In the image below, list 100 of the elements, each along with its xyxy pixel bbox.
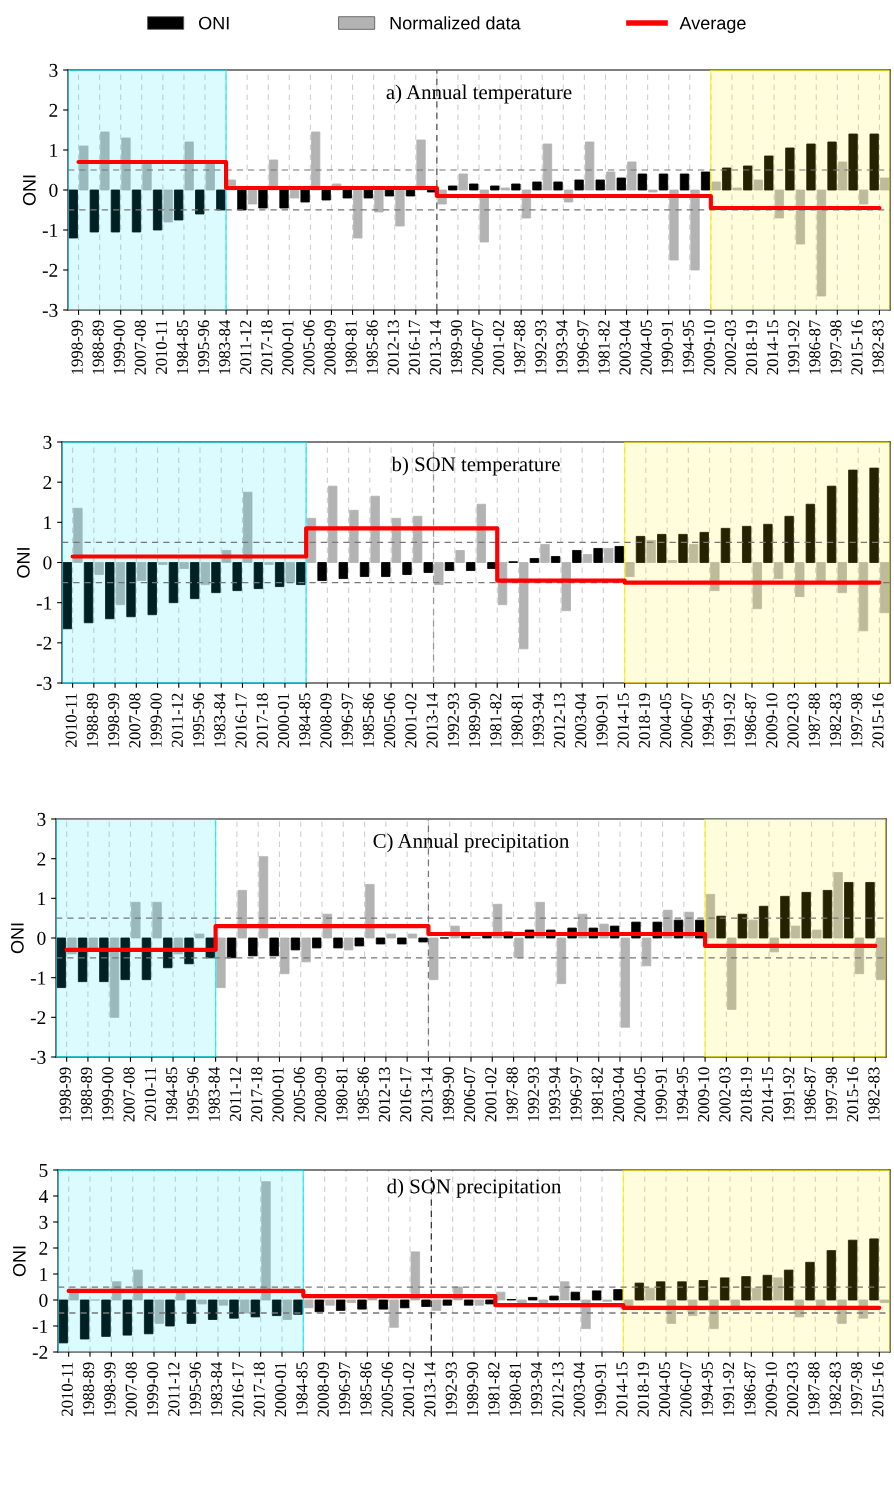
x-tick-label: 2017-18 — [261, 320, 273, 375]
x-tick-label: 2018-19 — [745, 320, 758, 375]
bar — [359, 562, 370, 577]
bar — [122, 1299, 133, 1336]
y-axis-title: ONI — [22, 175, 36, 206]
bar — [264, 562, 274, 565]
bar — [402, 562, 412, 575]
x-tick-label: 2000-01 — [274, 1362, 287, 1417]
x-tick-label: 1988-89 — [82, 1362, 95, 1416]
bar — [314, 1299, 325, 1313]
x-tick-label: 1982-83 — [829, 1362, 841, 1416]
bar — [280, 937, 290, 975]
y-tick-label: 0 — [43, 556, 52, 570]
bar — [773, 562, 784, 579]
y-tick-label: 5 — [39, 1164, 48, 1177]
bar — [549, 1295, 559, 1301]
bar — [73, 507, 83, 563]
bar — [582, 554, 593, 563]
x-tick-label: 1994-95 — [702, 693, 714, 747]
x-tick-label: 1993-94 — [532, 692, 544, 747]
bar — [405, 189, 416, 197]
bar — [101, 1299, 111, 1337]
bar — [559, 1281, 570, 1301]
bar — [822, 889, 833, 939]
x-tick-label: 1987-88 — [808, 1362, 820, 1416]
bar — [109, 937, 120, 1018]
bar — [806, 143, 816, 191]
y-tick-label: 2 — [39, 1241, 48, 1255]
bar — [120, 937, 130, 981]
bar — [859, 189, 869, 205]
bar — [290, 937, 301, 951]
x-tick-label: 1995-96 — [189, 1362, 201, 1416]
x-tick-label: 1988-89 — [92, 320, 104, 374]
bar — [705, 893, 716, 939]
bar — [363, 189, 373, 199]
x-tick-label: 2003-04 — [573, 1361, 585, 1417]
x-tick-label: 1991-92 — [788, 320, 800, 374]
bar — [293, 1299, 303, 1315]
x-tick-label: 1990-91 — [661, 320, 673, 374]
x-tick-label: 2006-07 — [471, 320, 484, 375]
x-tick-label: 2011-12 — [240, 320, 252, 374]
y-tick-label: 3 — [39, 1215, 48, 1229]
x-tick-label: 2009-10 — [703, 320, 716, 375]
bar — [869, 467, 879, 563]
x-tick-label: 1990-91 — [596, 693, 608, 747]
bar — [239, 1299, 250, 1314]
bar — [616, 177, 626, 191]
bar — [538, 1299, 549, 1304]
x-tick-label: 1997-98 — [850, 1362, 863, 1416]
x-tick-label: 2013-14 — [426, 692, 438, 748]
bar — [258, 856, 269, 939]
bar — [200, 562, 210, 586]
y-tick-label: -1 — [36, 596, 52, 610]
bar — [300, 189, 310, 203]
x-tick-label: 2004-05 — [634, 1067, 646, 1122]
bar — [751, 1287, 762, 1301]
bar — [353, 189, 363, 239]
x-tick-label: 2009-10 — [765, 1362, 777, 1417]
y-tick-label: 2 — [43, 476, 52, 489]
bar — [423, 562, 433, 573]
x-tick-label: 2013-14 — [429, 319, 442, 375]
y-tick-label: -1 — [30, 971, 46, 985]
bar — [378, 1299, 389, 1310]
x-tick-label: 1985-86 — [366, 320, 378, 374]
x-tick-label: 2017-18 — [253, 1362, 265, 1417]
bar — [635, 535, 646, 563]
x-tick-label: 1992-93 — [527, 1067, 540, 1121]
bar — [827, 141, 837, 191]
x-tick-label: 1996-97 — [570, 1067, 582, 1121]
x-tick-label: 1992-93 — [445, 1362, 457, 1416]
x-tick-label: 1998-99 — [108, 693, 120, 747]
bar — [812, 929, 822, 939]
bar — [301, 937, 311, 963]
bar — [762, 1274, 773, 1301]
y-tick-label: -1 — [32, 1319, 48, 1333]
x-tick-label: 2004-05 — [660, 693, 672, 748]
y-tick-label: 1 — [44, 516, 52, 530]
bar — [79, 1299, 90, 1340]
x-tick-label: 2013-14 — [421, 1066, 433, 1122]
bar — [194, 933, 205, 939]
bar — [126, 562, 136, 618]
bar — [837, 161, 848, 191]
text: b) SON temperature — [391, 456, 560, 476]
x-tick-label: 1987-88 — [808, 693, 820, 747]
legend-label: Average — [679, 16, 746, 34]
bar — [110, 189, 121, 233]
x-tick-label: 1996-97 — [341, 693, 353, 747]
x-tick-label: 1998-99 — [104, 1362, 116, 1416]
bar — [604, 548, 614, 563]
bar — [869, 1238, 879, 1301]
bar — [226, 937, 237, 959]
bar — [395, 189, 405, 227]
x-tick-label: 2016-17 — [235, 693, 247, 748]
bar — [773, 1277, 783, 1301]
x-tick-label: 1996-97 — [338, 1362, 351, 1416]
bar — [381, 562, 391, 577]
bar — [311, 131, 321, 191]
bar — [442, 1299, 453, 1306]
bar — [500, 187, 510, 191]
x-tick-label: 2008-09 — [324, 320, 336, 375]
